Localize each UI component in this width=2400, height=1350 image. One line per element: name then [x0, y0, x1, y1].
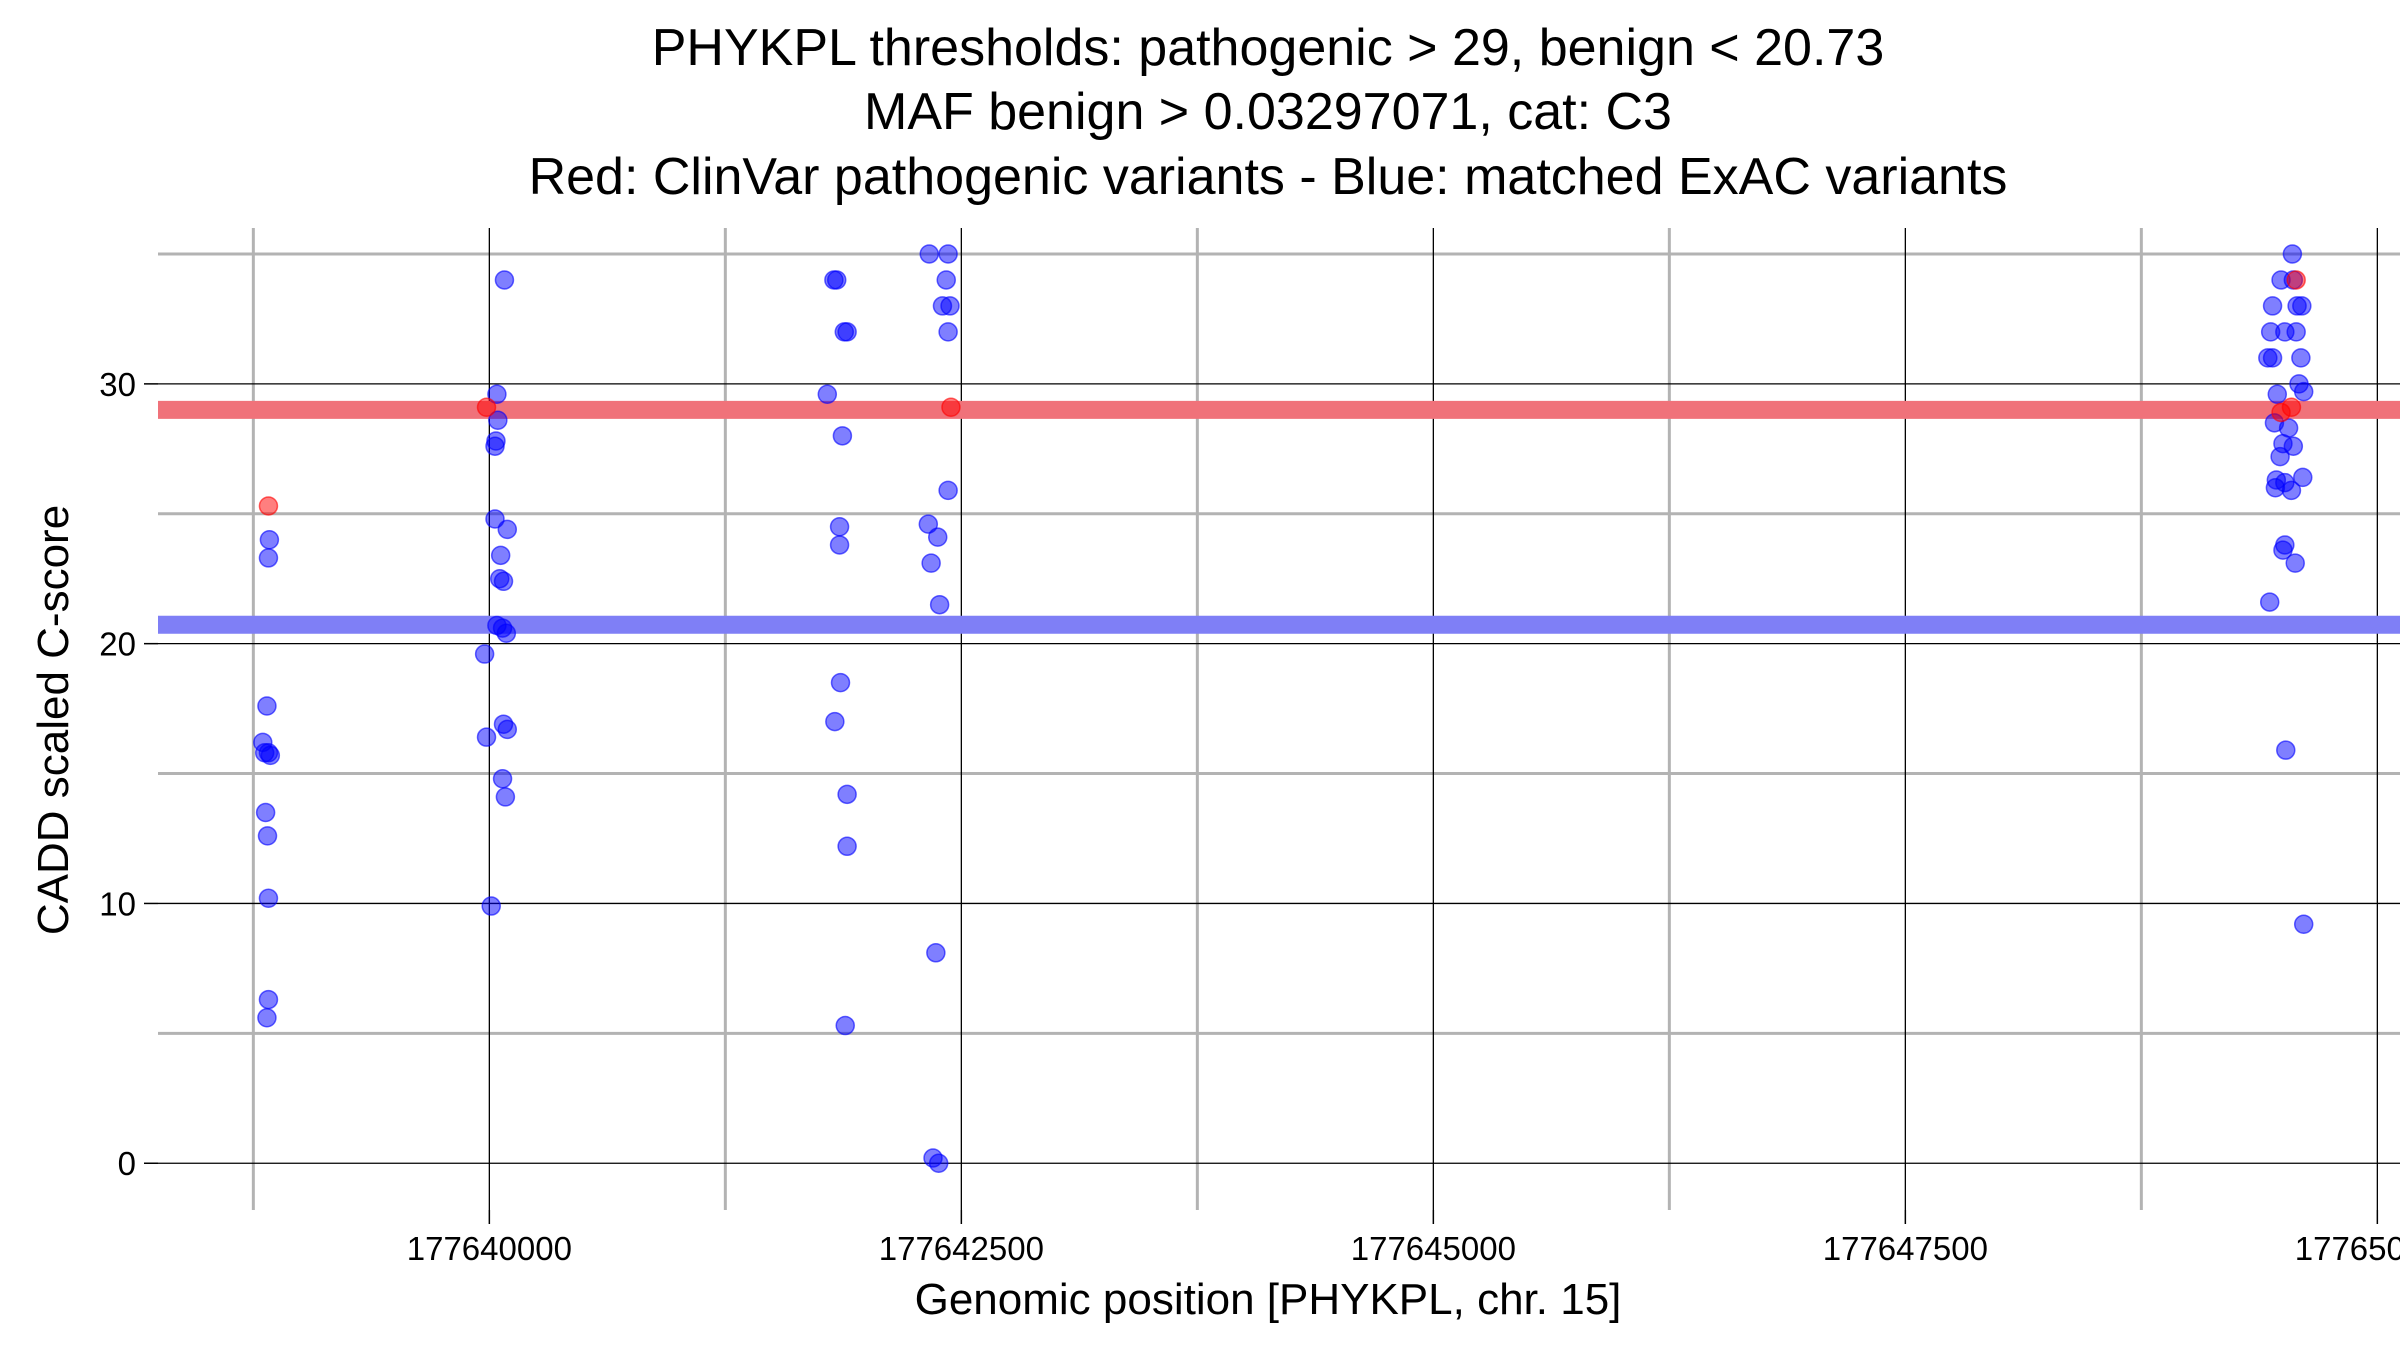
exac-variant-point: [492, 769, 513, 789]
pathogenic-variant-point: [2286, 270, 2306, 290]
chart-title-line-1: PHYKPL thresholds: pathogenic > 29, beni…: [652, 19, 1885, 77]
exac-variant-point: [829, 535, 850, 555]
exac-variant-point: [2286, 322, 2306, 342]
exac-variant-point: [2262, 296, 2283, 316]
exac-variant-point: [2293, 914, 2314, 934]
exac-variant-point: [2270, 446, 2290, 467]
exac-variant-point: [938, 480, 958, 501]
exac-variant-point: [921, 553, 941, 573]
exac-variant-point: [260, 745, 281, 766]
y-tick-label: 10: [99, 885, 136, 922]
threshold-lines: [158, 400, 2400, 634]
exac-variant-point: [829, 517, 850, 537]
exac-variant-point: [940, 296, 960, 316]
exac-variant-point: [938, 322, 958, 342]
exac-variant-point: [257, 696, 277, 716]
exac-variant-point: [929, 594, 950, 615]
exac-variant-point: [918, 514, 939, 534]
y-tick-label: 0: [118, 1145, 136, 1182]
exac-variant-point: [490, 545, 511, 566]
y-tick-label: 20: [99, 626, 136, 663]
exac-variant-point: [928, 1153, 949, 1173]
exac-variant-point: [837, 784, 857, 805]
exac-variant-point: [2267, 384, 2288, 405]
exac-variant-point: [493, 571, 514, 592]
exac-variant-point: [2265, 478, 2286, 498]
y-tick-label: 30: [99, 366, 136, 403]
exac-variant-point: [495, 787, 516, 807]
pathogenic-variant-point: [258, 496, 279, 516]
x-axis: 177640000 177642500 177645000 177647500 1776…: [407, 1210, 2400, 1267]
exac-variant-point: [485, 509, 505, 529]
pathogenic-variant-point: [2271, 402, 2291, 423]
exac-variant-point: [258, 548, 279, 568]
exac-variant-point: [830, 672, 851, 693]
major-grid: [158, 228, 2400, 1210]
chart-title-line-2: MAF benign > 0.03297071, cat: C3: [864, 83, 1672, 141]
exac-variant-point: [258, 989, 279, 1010]
exac-variant-point: [488, 410, 508, 430]
y-axis: 0 10 20 30: [99, 366, 158, 1182]
exac-variant-point: [835, 1015, 855, 1036]
exac-variant-point: [2293, 467, 2313, 488]
exac-variant-point: [255, 802, 276, 823]
exac-variant-point: [497, 519, 518, 540]
exac-variant-point: [2285, 553, 2305, 573]
exac-variant-point: [825, 711, 845, 732]
exac-variant-point: [2291, 348, 2311, 368]
exac-variant-point: [257, 826, 278, 846]
exac-variant-point: [494, 270, 515, 290]
exac-variant-point: [936, 270, 956, 290]
exac-variant-point: [487, 384, 507, 405]
exac-variant-point: [919, 244, 939, 264]
y-axis-title: CADD scaled C-score: [29, 505, 78, 935]
exac-variant-point: [826, 270, 847, 290]
exac-variant-point: [2283, 436, 2304, 456]
exac-variant-point: [2262, 348, 2283, 368]
exac-variant-point: [837, 322, 857, 342]
exac-variant-point: [2293, 381, 2314, 402]
exac-variant-point: [938, 244, 958, 264]
x-tick-label: 177647500: [1823, 1230, 1988, 1267]
exac-variant-point: [259, 529, 280, 550]
exac-variant-point: [497, 719, 518, 740]
exac-variant-point: [2281, 480, 2302, 501]
x-tick-label: 177640000: [407, 1230, 572, 1267]
exac-variant-point: [496, 623, 517, 644]
exac-variant-point: [2276, 740, 2296, 760]
x-tick-label: 177642500: [879, 1230, 1044, 1267]
exac-variant-point: [2282, 244, 2303, 264]
pathogenic-variant-point: [941, 397, 961, 418]
exac-variant-point: [926, 943, 946, 963]
x-tick-label: 177645000: [1351, 1230, 1516, 1267]
exac-variant-point: [832, 426, 853, 446]
x-axis-title: Genomic position [PHYKPL, chr. 15]: [915, 1275, 1622, 1324]
data-points: [253, 244, 2314, 1173]
exac-variant-point: [817, 384, 838, 405]
chart-title: PHYKPL thresholds: pathogenic > 29, beni…: [529, 19, 2008, 206]
exac-variant-point: [2259, 592, 2280, 612]
exac-variant-point: [927, 527, 948, 547]
exac-variant-point: [485, 436, 505, 456]
exac-variant-point: [837, 836, 857, 857]
exac-variant-point: [2273, 540, 2293, 560]
chart-title-line-3: Red: ClinVar pathogenic variants - Blue:…: [529, 148, 2008, 206]
exac-variant-point: [474, 644, 495, 664]
pathogenic-variant-point: [476, 397, 497, 418]
exac-variant-point: [481, 896, 501, 916]
exac-variant-point: [2292, 296, 2312, 316]
exac-variant-point: [257, 1008, 277, 1028]
exac-variant-point: [258, 888, 279, 909]
minor-grid: [158, 228, 2400, 1210]
exac-variant-point: [476, 727, 497, 747]
x-tick-label: 177650000: [2295, 1230, 2400, 1267]
